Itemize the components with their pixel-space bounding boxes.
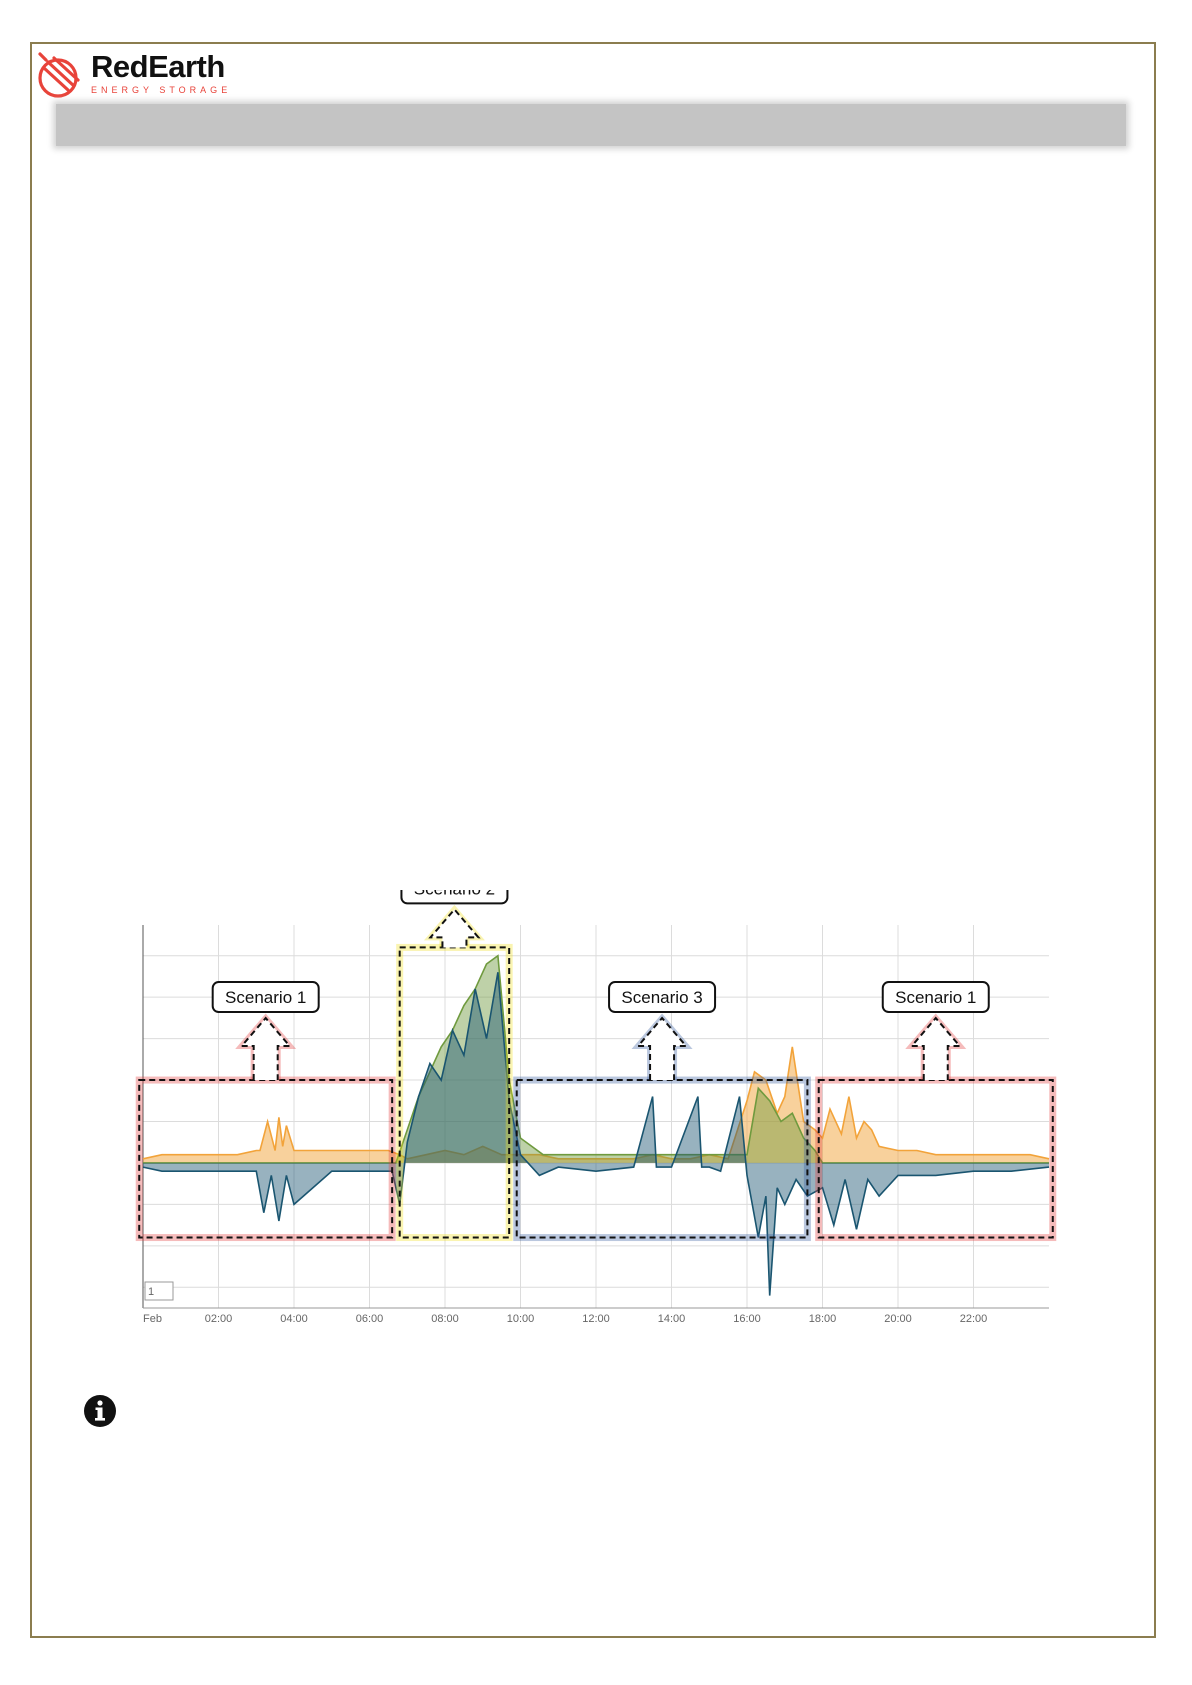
x-tick-label: 14:00	[658, 1313, 686, 1325]
scenario-label-box	[211, 981, 320, 1014]
x-tick-label: 06:00	[356, 1313, 384, 1325]
redearth-logo-icon	[38, 52, 80, 98]
series-line-0	[142, 1046, 1050, 1160]
scenario-label: Scenario 1	[895, 988, 976, 1007]
scenario-label: Scenario 1	[225, 988, 306, 1007]
x-tick-label: Feb	[143, 1313, 162, 1325]
scenario-box	[398, 946, 511, 1239]
info-icon	[84, 1395, 116, 1427]
brand-wordmark: RedEarth ENERGY STORAGE	[91, 50, 231, 96]
scenario-label-box	[881, 981, 990, 1014]
x-tick-label: 20:00	[884, 1313, 912, 1325]
x-tick-label: 18:00	[809, 1313, 837, 1325]
legend-box-value: 1	[148, 1286, 154, 1298]
energy-flow-chart: Feb 02:00 04:00 06:00 08:00 10:00 12:00 14:00 16…	[135, 872, 1057, 1325]
brand-subtitle: ENERGY STORAGE	[91, 85, 232, 95]
scenario-box	[817, 1079, 1054, 1239]
x-tick-label: 16:00	[733, 1313, 761, 1325]
x-tick-label: 22:00	[960, 1313, 988, 1325]
series-line-1	[143, 954, 1049, 1164]
x-tick-label: 02:00	[205, 1313, 233, 1325]
scenario-arrow	[635, 1016, 689, 1081]
x-tick-label: 10:00	[507, 1313, 535, 1325]
x-tick-label: 04:00	[280, 1313, 308, 1325]
scenario-box	[138, 1079, 394, 1239]
x-tick-label: 12:00	[582, 1313, 610, 1325]
legend-box	[144, 1281, 174, 1301]
page-border	[30, 42, 1156, 1638]
scenario-label: Scenario 3	[621, 988, 702, 1007]
brand-name: RedEarth	[91, 49, 225, 84]
scenario-arrow	[239, 1016, 292, 1081]
scenario-arrow	[909, 1016, 962, 1081]
heading-bar	[56, 104, 1126, 146]
scenario-label: Scenario 2	[414, 890, 495, 898]
x-tick-label: 08:00	[431, 1313, 459, 1325]
series-line-2	[142, 972, 1050, 1296]
scenario-label-box	[608, 981, 717, 1014]
scenario-arrow	[428, 907, 481, 948]
chart-container: Feb 02:00 04:00 06:00 08:00 10:00 12:00 14:00 16…	[125, 872, 1065, 1340]
